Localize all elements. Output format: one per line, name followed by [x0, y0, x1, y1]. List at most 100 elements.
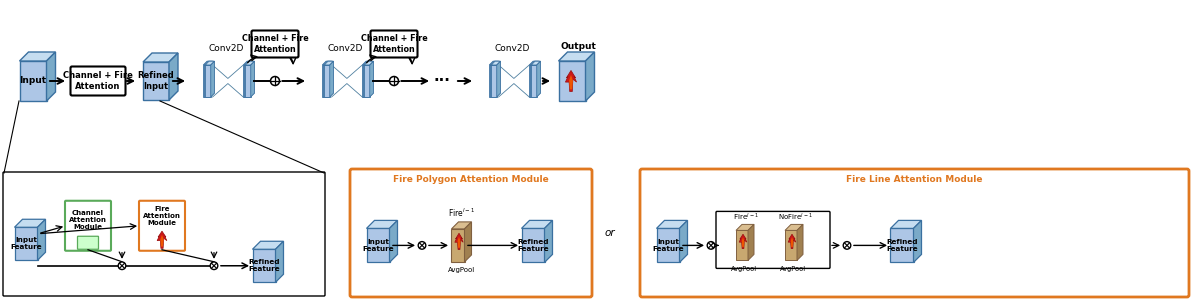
Polygon shape	[210, 61, 214, 97]
Polygon shape	[736, 230, 748, 260]
Polygon shape	[323, 65, 328, 97]
Polygon shape	[586, 52, 594, 101]
Polygon shape	[323, 65, 329, 97]
Polygon shape	[530, 65, 535, 97]
Polygon shape	[736, 225, 754, 230]
FancyBboxPatch shape	[716, 211, 830, 268]
Text: Conv2D: Conv2D	[209, 44, 244, 53]
Polygon shape	[532, 61, 540, 65]
Polygon shape	[328, 61, 331, 97]
Polygon shape	[368, 61, 372, 97]
Polygon shape	[161, 235, 163, 247]
Text: Input
Feature: Input Feature	[10, 237, 42, 250]
Text: Fire$^{l-1}$: Fire$^{l-1}$	[449, 207, 475, 219]
FancyBboxPatch shape	[65, 201, 112, 251]
Polygon shape	[491, 61, 500, 65]
Circle shape	[419, 242, 426, 249]
Polygon shape	[362, 61, 372, 65]
Circle shape	[210, 262, 218, 270]
Polygon shape	[491, 61, 499, 65]
Polygon shape	[390, 220, 397, 262]
Text: Input: Input	[19, 76, 47, 85]
Text: Refined
Input: Refined Input	[138, 71, 174, 91]
Circle shape	[844, 242, 851, 249]
Polygon shape	[205, 61, 215, 65]
Polygon shape	[245, 65, 251, 97]
Polygon shape	[464, 222, 472, 262]
Polygon shape	[365, 61, 373, 65]
Polygon shape	[276, 241, 283, 282]
Polygon shape	[529, 65, 535, 97]
Text: Channel
Attention
Module: Channel Attention Module	[70, 210, 107, 230]
FancyBboxPatch shape	[139, 201, 185, 251]
Polygon shape	[14, 227, 37, 260]
Polygon shape	[367, 61, 372, 97]
Polygon shape	[204, 61, 214, 65]
Polygon shape	[19, 52, 55, 61]
Text: AvgPool: AvgPool	[449, 267, 475, 273]
FancyBboxPatch shape	[252, 30, 299, 57]
Polygon shape	[457, 237, 461, 248]
Polygon shape	[365, 65, 370, 97]
Polygon shape	[913, 220, 922, 262]
Text: ···: ···	[433, 73, 450, 88]
Polygon shape	[244, 61, 252, 65]
Polygon shape	[252, 249, 276, 282]
Polygon shape	[324, 65, 330, 97]
Polygon shape	[451, 222, 472, 229]
Polygon shape	[536, 61, 540, 97]
Polygon shape	[545, 220, 552, 262]
FancyBboxPatch shape	[640, 169, 1189, 297]
Text: Channel + Fire
Attention: Channel + Fire Attention	[64, 71, 133, 91]
Circle shape	[707, 242, 715, 249]
Polygon shape	[366, 220, 397, 228]
Polygon shape	[330, 61, 334, 97]
Polygon shape	[244, 65, 248, 97]
Polygon shape	[245, 65, 250, 97]
Text: Refined
Feature: Refined Feature	[886, 239, 918, 252]
FancyBboxPatch shape	[78, 236, 98, 249]
Polygon shape	[522, 228, 545, 262]
Polygon shape	[522, 220, 552, 228]
Polygon shape	[169, 53, 178, 100]
Text: AvgPool: AvgPool	[780, 266, 806, 272]
Polygon shape	[362, 65, 367, 97]
Polygon shape	[785, 225, 803, 230]
Polygon shape	[530, 61, 540, 65]
Polygon shape	[797, 225, 803, 260]
Text: Input
Feature: Input Feature	[362, 239, 394, 252]
FancyBboxPatch shape	[2, 172, 325, 296]
Polygon shape	[323, 61, 331, 65]
Text: AvgPool: AvgPool	[731, 266, 757, 272]
Polygon shape	[324, 61, 334, 65]
Polygon shape	[535, 61, 539, 97]
Polygon shape	[248, 61, 252, 97]
Polygon shape	[679, 220, 688, 262]
Polygon shape	[791, 237, 793, 247]
Polygon shape	[656, 228, 679, 262]
Polygon shape	[245, 61, 253, 65]
Polygon shape	[494, 61, 498, 97]
Polygon shape	[890, 220, 922, 228]
Polygon shape	[532, 65, 536, 97]
Circle shape	[270, 76, 280, 85]
Polygon shape	[157, 231, 167, 248]
Polygon shape	[455, 233, 463, 250]
FancyBboxPatch shape	[371, 30, 418, 57]
Polygon shape	[203, 65, 209, 97]
Polygon shape	[245, 61, 254, 65]
Polygon shape	[370, 61, 373, 97]
Polygon shape	[250, 61, 253, 97]
Text: Output: Output	[560, 42, 596, 51]
Polygon shape	[323, 61, 332, 65]
Text: NoFire$^{l-1}$: NoFire$^{l-1}$	[778, 212, 812, 223]
Circle shape	[390, 76, 398, 85]
Polygon shape	[143, 62, 169, 100]
Polygon shape	[329, 61, 332, 97]
Text: Conv2D: Conv2D	[494, 44, 529, 53]
Text: or: or	[605, 228, 616, 238]
Polygon shape	[742, 237, 744, 247]
Polygon shape	[143, 53, 178, 62]
Polygon shape	[890, 228, 913, 262]
Polygon shape	[565, 70, 577, 92]
